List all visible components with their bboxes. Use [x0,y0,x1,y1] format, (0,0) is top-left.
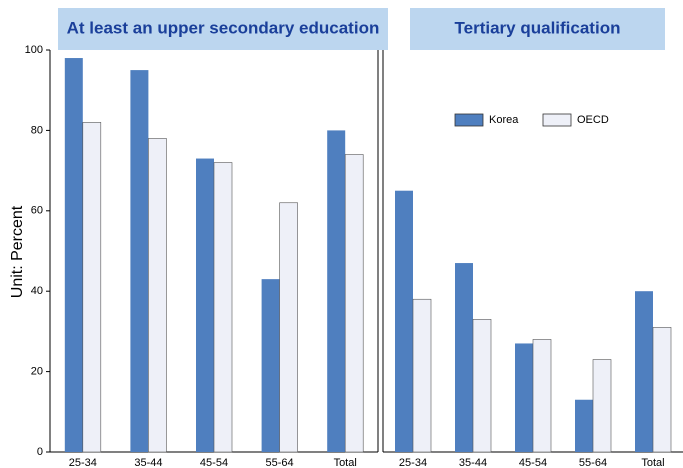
x-tick-label: 55-64 [579,457,607,468]
bar [327,130,346,452]
bar [635,291,653,452]
x-tick-label: 35-44 [134,457,162,468]
x-tick-label: 35-44 [459,457,487,468]
bar [412,298,432,453]
title-box [410,8,665,50]
y-tick-label: 0 [37,446,43,458]
bar [261,279,280,452]
bar [148,138,167,453]
bar [455,263,473,452]
x-tick-label: 55-64 [266,457,294,468]
panel-title: At least an upper secondary education [67,18,380,37]
y-tick-label: 60 [31,205,43,217]
bar [196,158,214,453]
panel-title: Tertiary qualification [455,18,621,37]
legend-label: OECD [577,114,609,126]
y-axis-label: Unit: Percent [9,205,26,298]
bar [592,359,612,453]
bar [532,339,552,453]
x-tick-label: 45-54 [200,457,228,468]
title-box [58,8,388,50]
x-tick-label: 25-34 [69,457,97,468]
legend-label: Korea [489,114,519,126]
x-tick-label: 25-34 [399,457,427,468]
bar [652,327,672,453]
x-tick-label: Total [334,457,357,468]
y-tick-label: 100 [25,44,43,56]
bar [515,343,533,452]
bar [472,319,492,453]
legend-swatch [454,113,484,127]
bar [213,162,233,453]
x-tick-label: Total [641,457,664,468]
bar [575,399,593,452]
bar [64,58,83,452]
bar [395,190,413,452]
bar [82,122,102,453]
y-tick-label: 40 [31,285,43,297]
bar [279,202,298,453]
bar [130,70,149,452]
x-tick-label: 45-54 [519,457,547,468]
y-tick-label: 80 [31,124,43,136]
bar [344,154,364,453]
y-tick-label: 20 [31,366,43,378]
legend-swatch [542,113,572,127]
